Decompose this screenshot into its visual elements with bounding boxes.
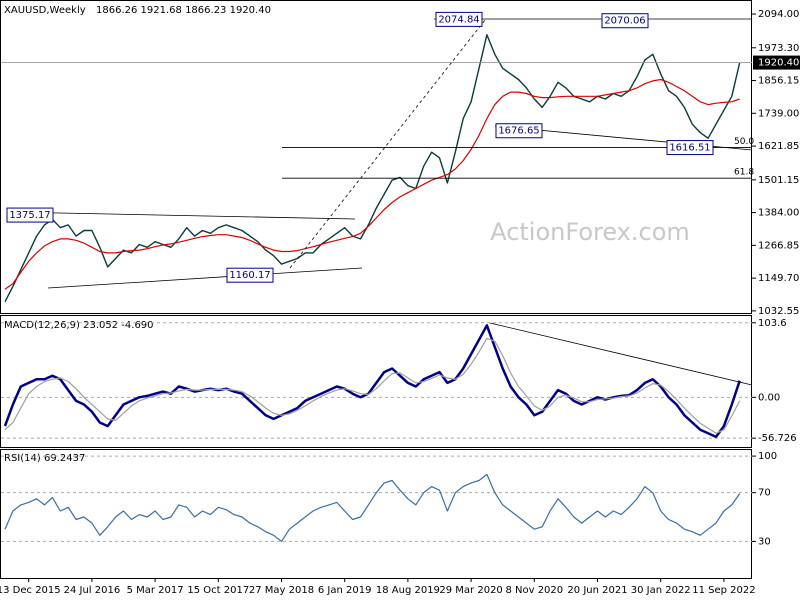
chart-title: XAUUSD,Weekly [4,5,86,16]
last-price-label: 1920.40 [758,58,799,69]
annotation-label: 1676.65 [498,126,539,137]
x-tick-label: 11 Sep 2022 [692,585,755,596]
price-panel [0,0,752,314]
ohlc: 1866.26 1921.68 1866.23 1920.40 [96,5,271,16]
y-tick-label: 100 [758,451,777,462]
annotation-box [435,11,483,27]
y-tick-label: 70 [758,488,771,499]
series-line [3,324,741,439]
x-tick-label: 24 Jul 2016 [64,585,121,596]
trendline [289,19,486,269]
fib-label: 61.8 [734,168,754,178]
y-tick-label: 1149.70 [758,273,799,284]
y-tick-label: -56.726 [758,433,797,444]
x-tick-label: 5 Mar 2017 [127,585,184,596]
series-line [4,34,741,303]
y-tick-label: 1973.30 [758,43,799,54]
y-tick-label: 1621.85 [758,141,799,152]
y-tick-label: 1266.85 [758,240,799,251]
x-tick-label: 29 Mar 2020 [439,585,502,596]
annotation-label: 1160.17 [229,270,270,281]
x-tick-label: 20 Jun 2021 [567,585,627,596]
annotation-label: 2074.84 [438,14,479,25]
y-tick-label: 1384.00 [758,208,799,219]
x-tick-label: 27 May 2018 [249,585,314,596]
annotation-box [226,267,274,283]
y-tick-label: 0.00 [758,392,780,403]
macd-title: MACD(12,26,9) 23.052 -4.690 [4,320,154,331]
x-tick-label: 15 Oct 2017 [187,585,249,596]
annotation-label: 1616.51 [669,143,710,154]
annotation-box [601,13,649,29]
y-tick-label: 1856.15 [758,76,799,87]
y-tick-label: 1501.15 [758,175,799,186]
annotation-box [495,123,543,139]
x-tick-label: 6 Jan 2019 [318,585,372,596]
y-tick-label: 30 [758,536,771,547]
annotation-box [666,140,714,156]
x-tick-label: 13 Dec 2015 [0,585,61,596]
macd-panel [0,315,752,448]
annotation-box [6,207,54,223]
y-tick-label: 103.6 [758,318,787,329]
y-tick-label: 1032.55 [758,306,799,317]
x-tick-label: 30 Jan 2022 [631,585,691,596]
y-tick-label: 1739.00 [758,108,799,119]
series-line [4,337,741,434]
last-price-box [753,55,800,70]
series-line [4,473,741,542]
annotation-label: 2070.06 [604,16,645,27]
watermark: ActionForex.com [490,218,690,246]
x-tick-label: 18 Aug 2019 [376,585,440,596]
series-line [4,78,740,290]
trendline [489,322,753,386]
annotation-label: 1375.17 [9,210,50,221]
x-tick-label: 8 Nov 2020 [505,585,563,596]
y-tick-label: 2094.00 [758,9,799,20]
fib-label: 50.0 [734,137,754,147]
trendline [9,211,356,220]
rsi-panel [0,449,752,579]
trendline [47,267,363,289]
rsi-title: RSI(14) 69.2437 [4,453,85,464]
